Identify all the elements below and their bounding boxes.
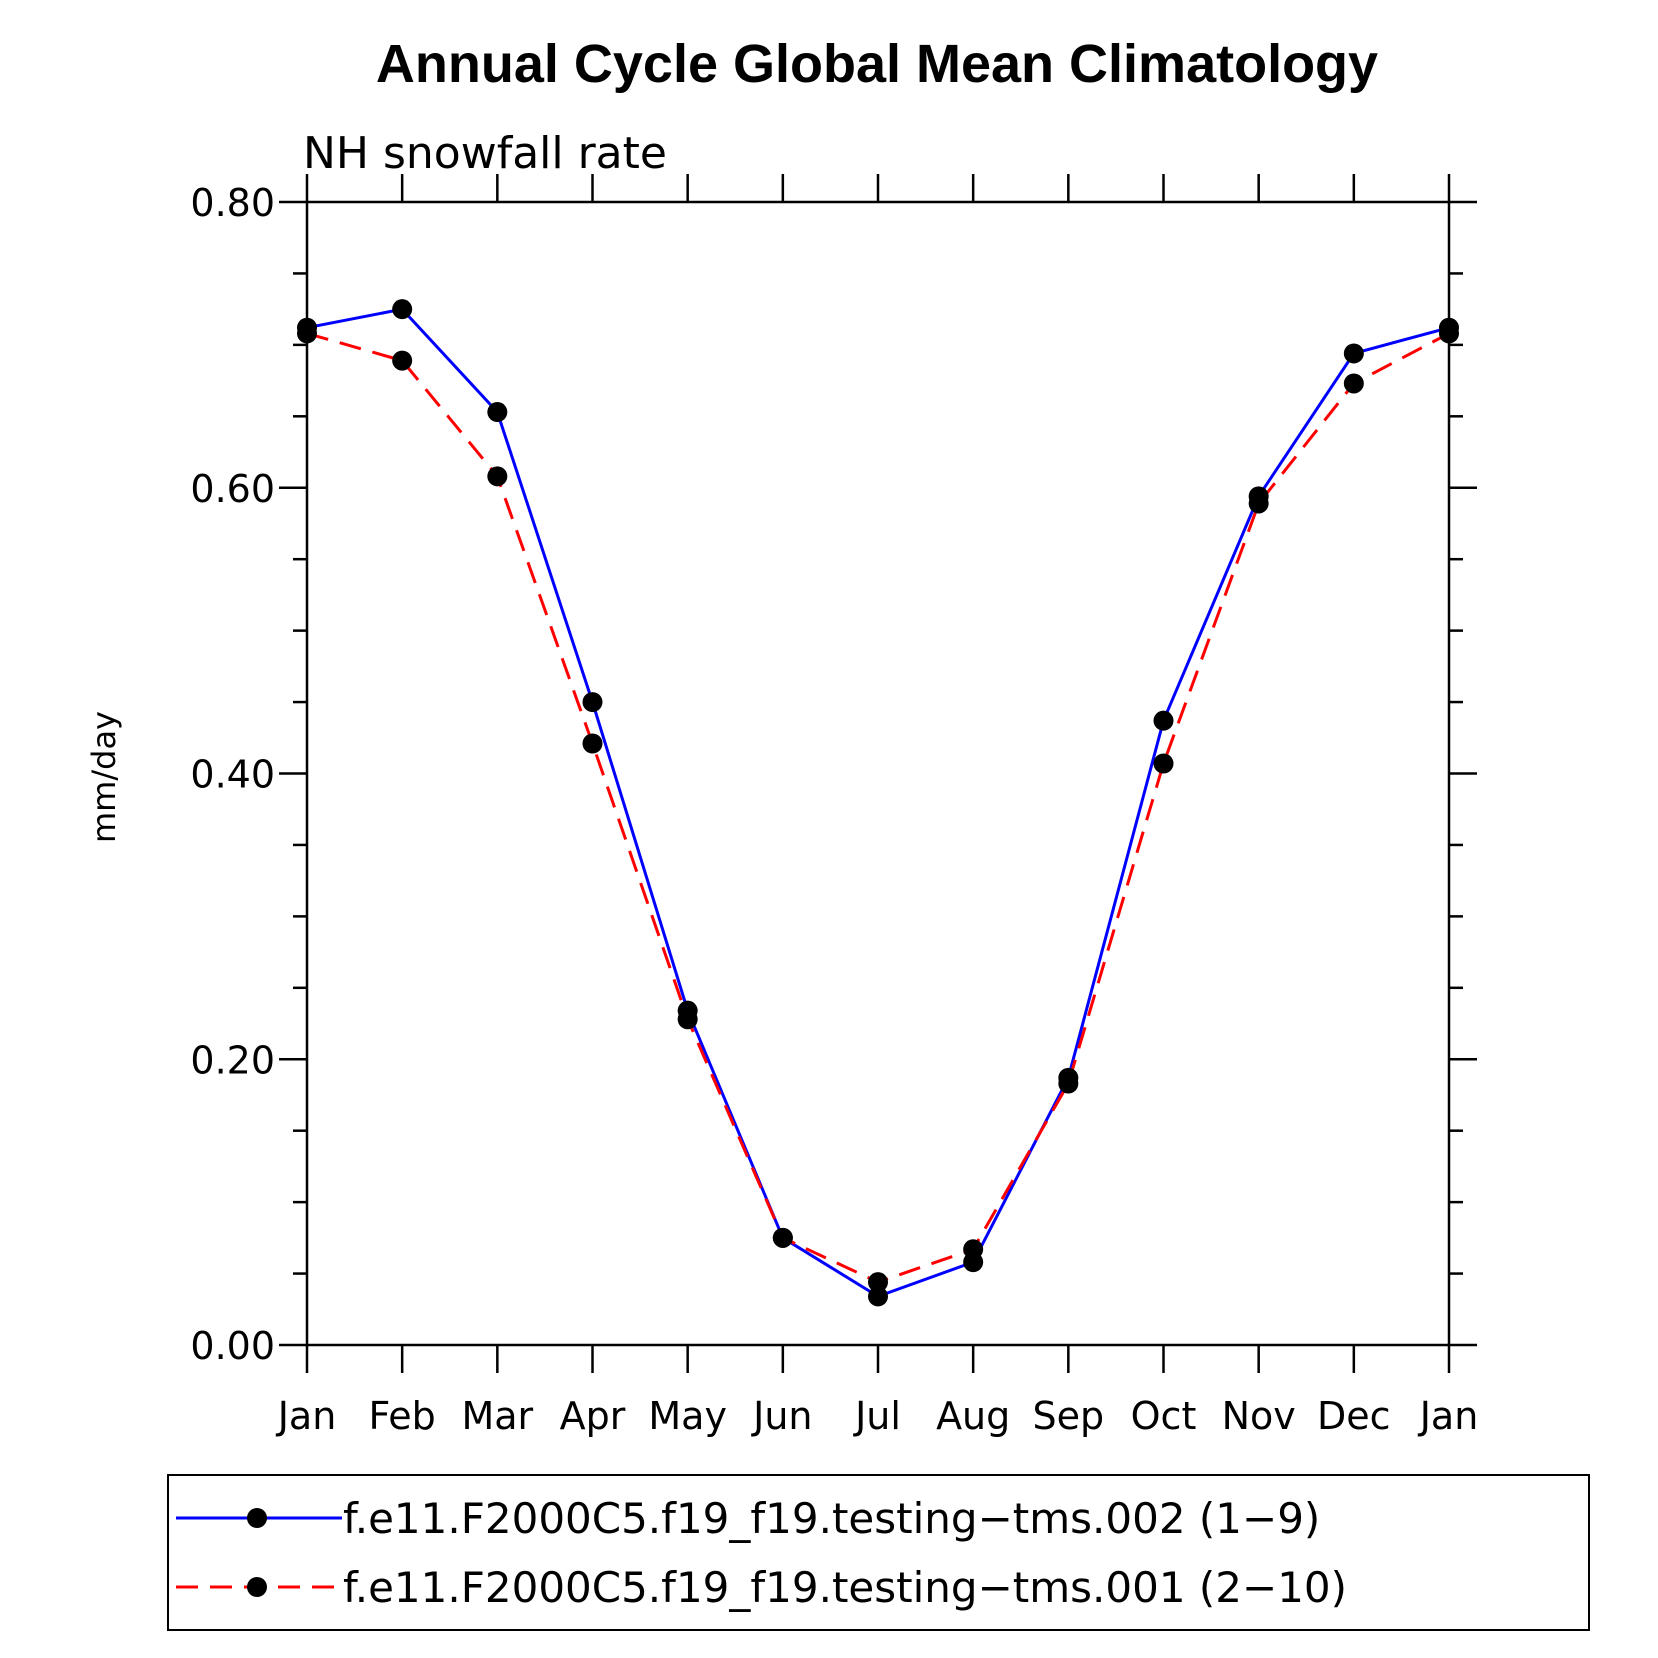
series-line-1 [306, 307, 1450, 1299]
x-tick-label: Apr [560, 1394, 626, 1438]
series-2-point [963, 1239, 984, 1260]
x-tick-label: Aug [936, 1394, 1010, 1438]
y-tick-label: 0.20 [190, 1038, 275, 1082]
y-tick-label: 0.60 [190, 467, 275, 511]
x-tick-label: Nov [1222, 1394, 1296, 1438]
series-2-point [868, 1272, 888, 1293]
legend-box [167, 1474, 1590, 1631]
legend-label-series-2: f.e11.F2000C5.f19_f19.testing−tms.001 (2… [343, 1563, 1347, 1612]
x-axis-ticks: Jan Feb Mar Apr May Jun Jul Aug Sep Oct Nov Dec Jan [276, 174, 1479, 1438]
series-2-point [1343, 373, 1364, 394]
y-axis-ticks: 0.00 0.20 0.40 0.60 0.80 [190, 181, 1477, 1368]
y-axis-label: mm/day [85, 711, 123, 843]
x-tick-label: Dec [1317, 1394, 1391, 1438]
series-2-point [772, 1227, 793, 1248]
x-tick-label: Oct [1131, 1394, 1197, 1438]
x-tick-label: Mar [461, 1394, 533, 1438]
x-tick-label: Jan [1418, 1394, 1479, 1438]
y-tick-label: 0.40 [190, 753, 275, 797]
plot-frame [305, 200, 1451, 1347]
series-1-point [487, 402, 508, 423]
series-2-point [487, 466, 508, 487]
series-2-point [582, 733, 603, 754]
x-tick-label: May [648, 1394, 727, 1438]
series-2-point [677, 1009, 698, 1030]
y-tick-label: 0.00 [190, 1324, 275, 1368]
y-tick-label: 0.80 [190, 181, 275, 225]
series-line-2 [306, 331, 1450, 1284]
series-layer [297, 299, 1459, 1307]
chart-subtitle: NH snowfall rate [303, 128, 667, 179]
x-tick-label: Sep [1033, 1394, 1105, 1438]
legend-label-series-1: f.e11.F2000C5.f19_f19.testing−tms.002 (1… [343, 1494, 1320, 1543]
legend-swatch-marker-series-1 [247, 1508, 267, 1528]
x-tick-label: Jun [751, 1394, 812, 1438]
series-2-point [392, 350, 413, 371]
series-2-point [1439, 323, 1459, 344]
series-1-point [868, 1286, 888, 1307]
x-tick-label: Jan [276, 1394, 337, 1438]
legend: f.e11.F2000C5.f19_f19.testing−tms.002 (1… [167, 1474, 1590, 1631]
legend-swatch-marker-series-2 [247, 1577, 267, 1597]
plot-border [305, 200, 1451, 1347]
series-1-point [392, 299, 413, 320]
series-2-point [1058, 1073, 1079, 1094]
series-2-point [297, 323, 317, 344]
series-2-point [1248, 493, 1269, 514]
series-1-point [1153, 710, 1174, 731]
series-2-point [1153, 753, 1174, 774]
chart-title: Annual Cycle Global Mean Climatology [376, 34, 1378, 94]
x-tick-label: Jul [853, 1394, 901, 1438]
series-1-point [582, 692, 603, 713]
x-tick-label: Feb [369, 1394, 436, 1438]
series-1-point [1343, 343, 1364, 364]
